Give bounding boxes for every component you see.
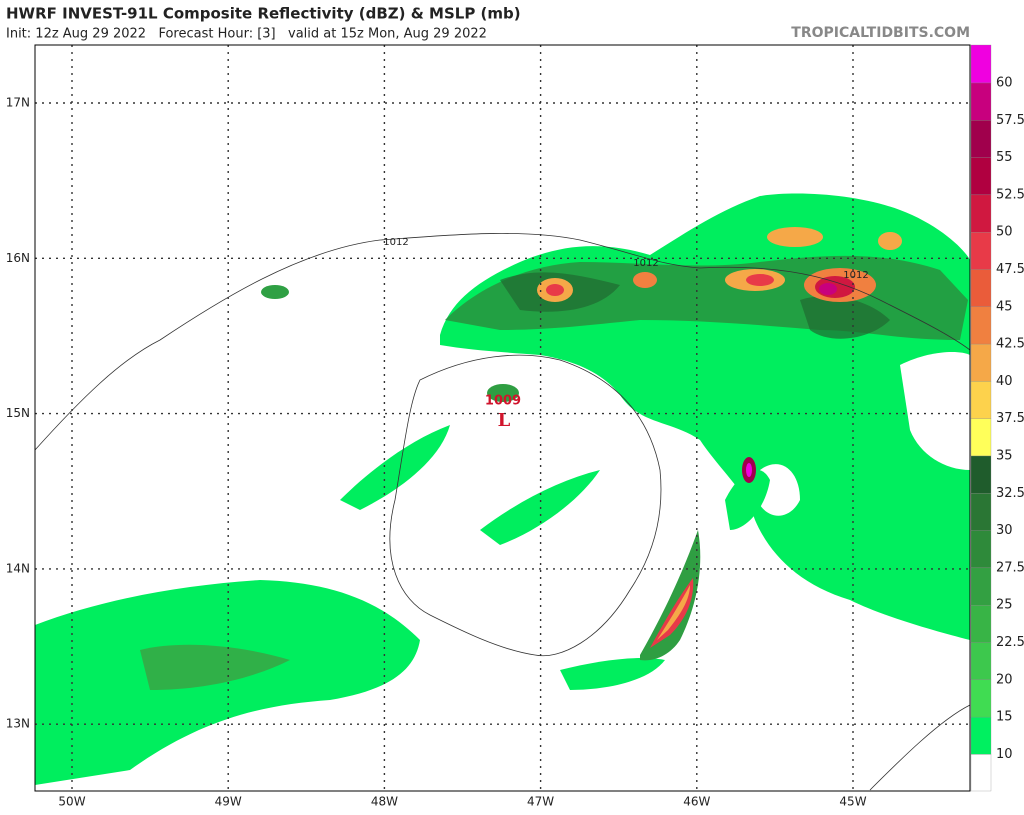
- low-symbol: L: [498, 410, 511, 431]
- colorbar-swatch: [970, 82, 992, 121]
- colorbar-swatch: [970, 232, 992, 270]
- isobar-label: 1012: [383, 237, 408, 248]
- colorbar-label: 45: [996, 299, 1013, 314]
- colorbar-label: 30: [996, 523, 1013, 538]
- colorbar-label: 25: [996, 598, 1013, 613]
- colorbar-swatch: [970, 679, 992, 718]
- lat-label: 16N: [6, 251, 30, 265]
- subtitle: Init: 12z Aug 29 2022 Forecast Hour: [3]…: [6, 27, 487, 42]
- lat-label: 17N: [6, 96, 30, 110]
- colorbar-swatch: [970, 455, 992, 494]
- colorbar-label: 50: [996, 225, 1013, 240]
- lon-label: 45W: [839, 795, 866, 809]
- title: HWRF INVEST-91L Composite Reflectivity (…: [6, 5, 521, 23]
- colorbar-label: 52.5: [996, 187, 1024, 202]
- colorbar-label: 40: [996, 374, 1013, 389]
- colorbar-swatch: [970, 194, 992, 233]
- lat-label: 15N: [6, 406, 30, 420]
- colorbar-swatch: [970, 381, 992, 419]
- colorbar-swatch: [970, 44, 992, 84]
- colorbar-label: 55: [996, 150, 1013, 165]
- map-frame: [34, 44, 971, 792]
- colorbar: 60 57.5 55 52.5 50 47.5 45 42.5 40 37.5 35 32.5 30 27…: [970, 44, 1024, 792]
- colorbar-swatch: [970, 269, 992, 307]
- colorbar-label: 57.5: [996, 113, 1024, 128]
- colorbar-swatch: [970, 642, 992, 680]
- colorbar-swatch: [970, 530, 992, 569]
- colorbar-swatch: [970, 120, 992, 158]
- colorbar-label: 22.5: [996, 635, 1024, 650]
- colorbar-label: 37.5: [996, 411, 1024, 426]
- colorbar-swatch: [970, 716, 992, 755]
- colorbar-swatch: [970, 605, 992, 643]
- isobar-label: 1012: [633, 258, 658, 269]
- lat-label: 13N: [6, 717, 30, 731]
- lon-label: 46W: [683, 795, 710, 809]
- colorbar-swatch: [970, 306, 992, 345]
- colorbar-swatch: [970, 754, 992, 792]
- colorbar-label: 15: [996, 710, 1013, 725]
- colorbar-label: 42.5: [996, 337, 1024, 352]
- isobar-label: 1012: [843, 270, 868, 281]
- lon-label: 48W: [371, 795, 398, 809]
- colorbar-label: 47.5: [996, 262, 1024, 277]
- colorbar-label: 32.5: [996, 486, 1024, 501]
- isobars: [34, 232, 971, 791]
- radar-field: [35, 193, 970, 785]
- lon-label: 47W: [527, 795, 554, 809]
- colorbar-swatch: [970, 493, 992, 531]
- colorbar-label: 35: [996, 449, 1013, 464]
- colorbar-swatch: [970, 157, 992, 196]
- lon-label: 49W: [215, 795, 242, 809]
- low-pressure: 1009: [485, 394, 521, 409]
- colorbar-label: 20: [996, 672, 1013, 687]
- colorbar-label: 27.5: [996, 560, 1024, 575]
- graticule: 17N 16N 15N 14N 13N 50W 49W 48W 47W 46W 45W: [6, 45, 970, 809]
- source: TROPICALTIDBITS.COM: [791, 25, 970, 41]
- colorbar-swatch: [970, 567, 992, 606]
- colorbar-swatch: [970, 343, 992, 382]
- colorbar-label: 10: [996, 747, 1013, 762]
- colorbar-swatch: [970, 418, 992, 457]
- lon-label: 50W: [58, 795, 85, 809]
- lat-label: 14N: [6, 561, 30, 575]
- colorbar-label: 60: [996, 76, 1013, 91]
